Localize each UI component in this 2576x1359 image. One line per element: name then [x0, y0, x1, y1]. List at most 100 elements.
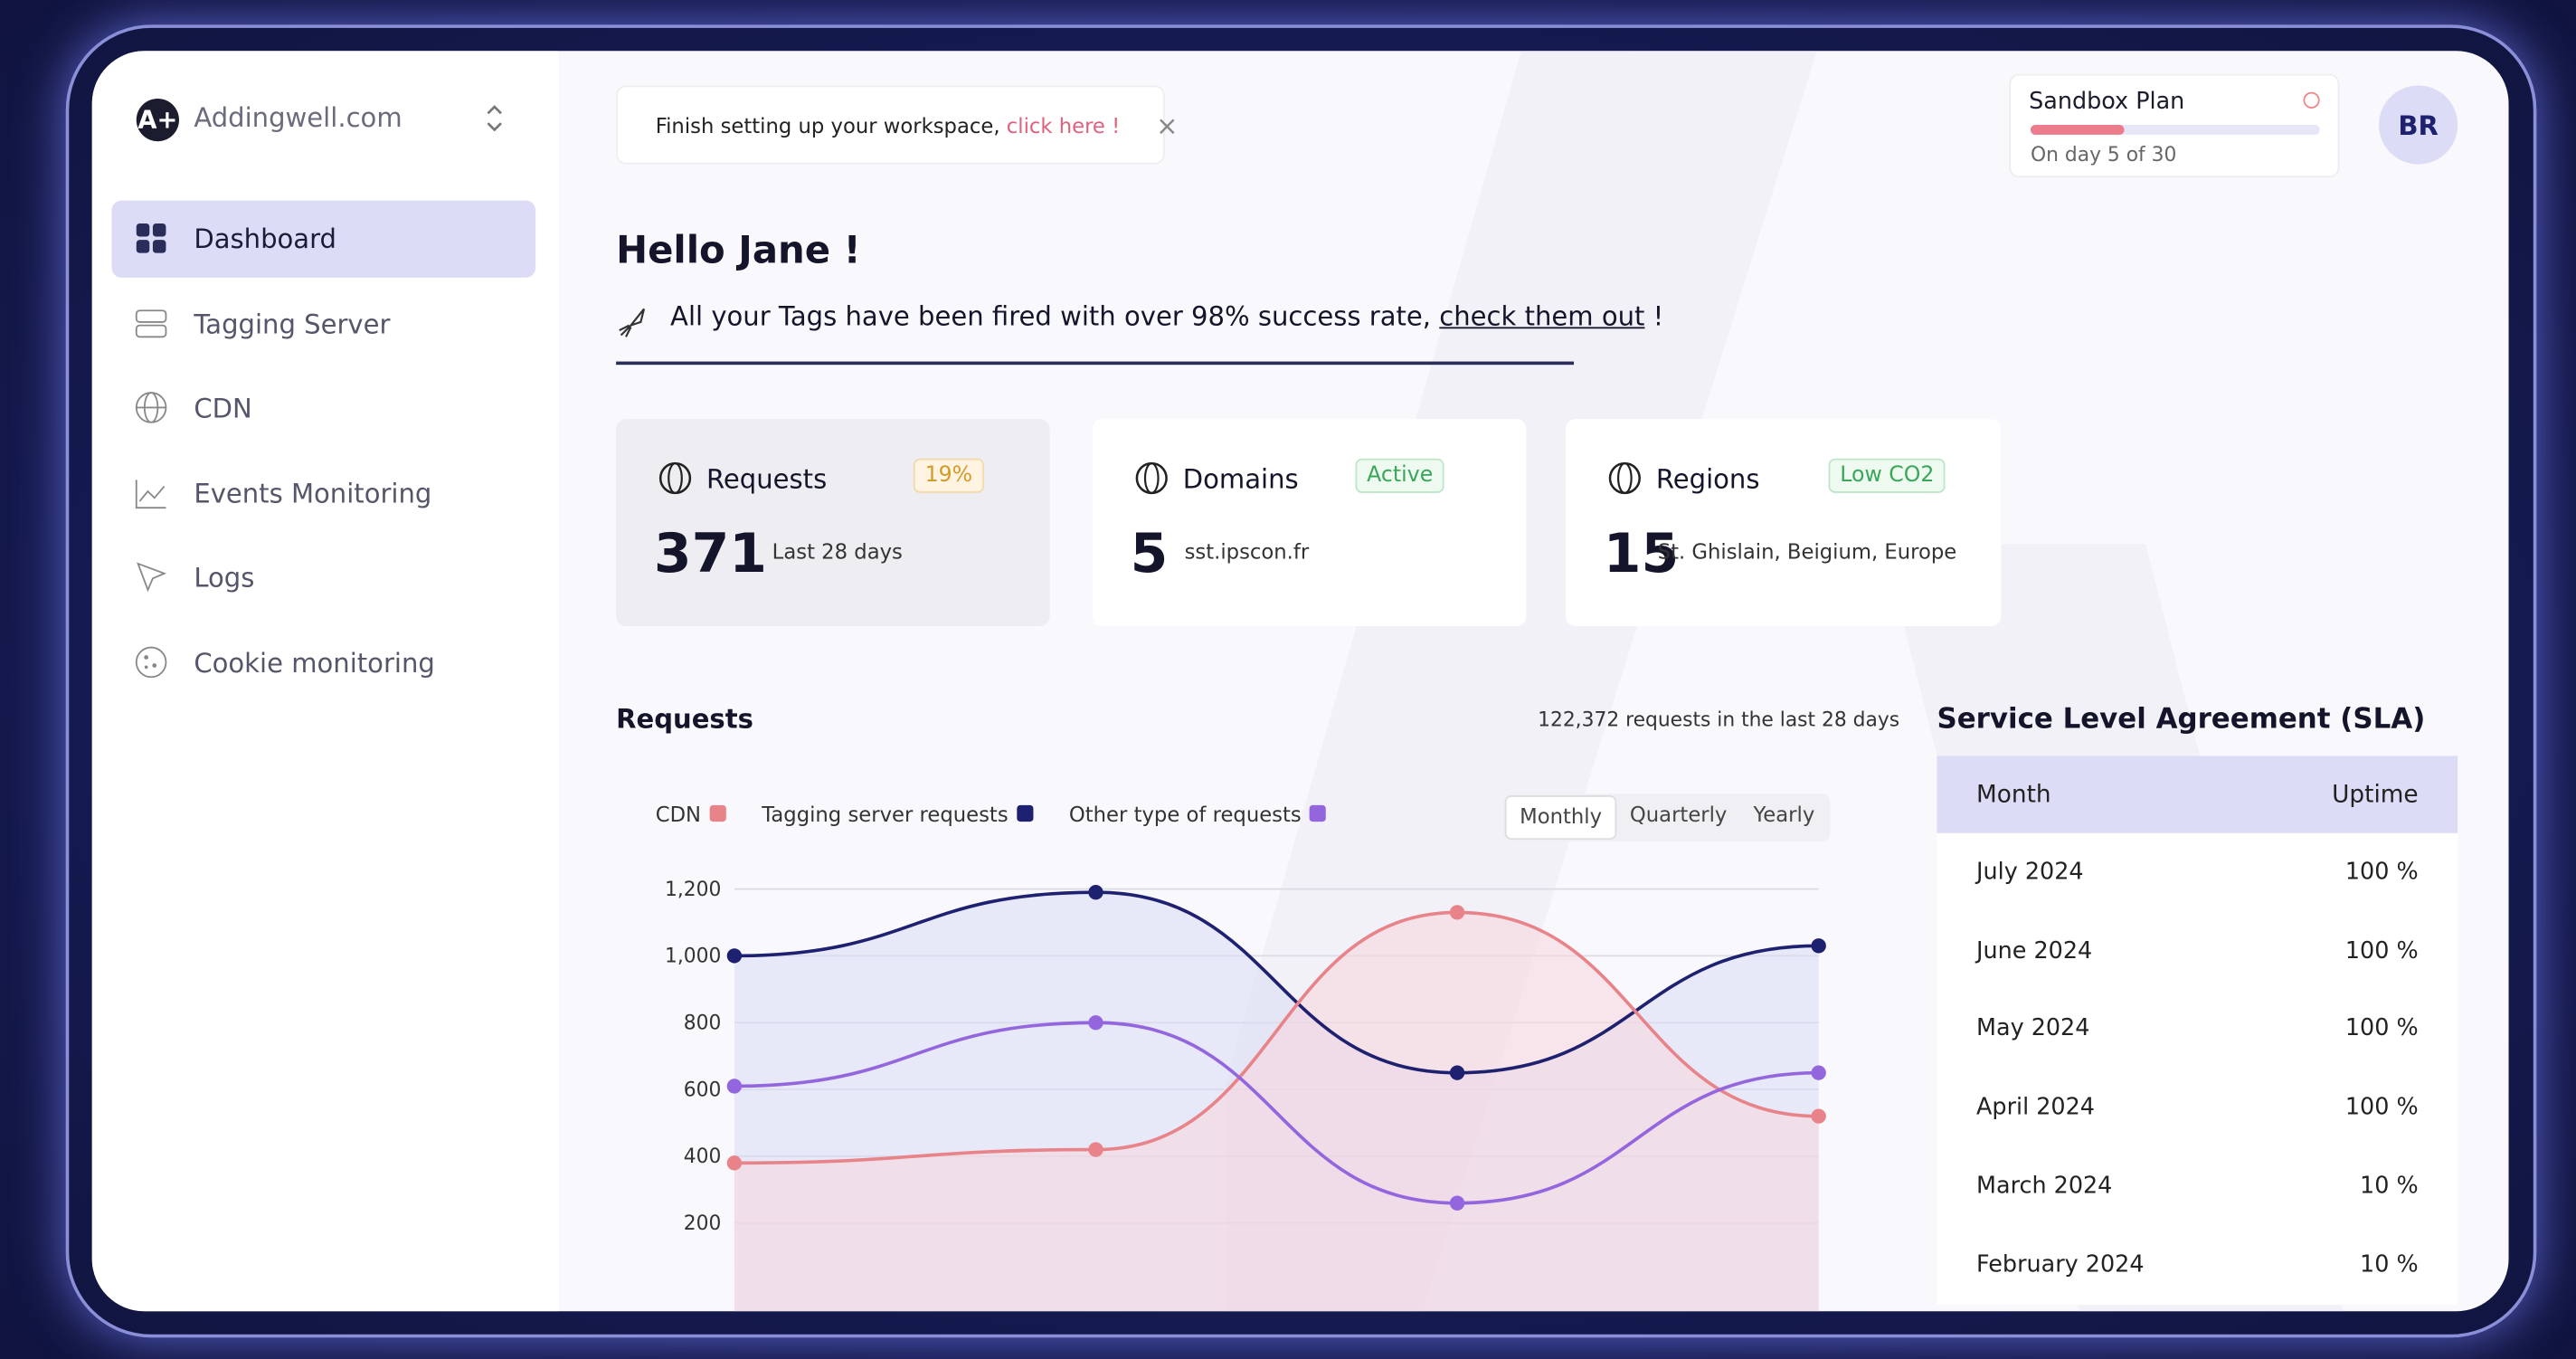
- svg-text:A+: A+: [137, 107, 177, 135]
- point: [726, 948, 743, 964]
- legend-label: Other type of requests: [1068, 802, 1302, 827]
- point: [1811, 1108, 1826, 1124]
- sla-cell: 100 %: [2344, 859, 2419, 886]
- sla-row: April 2024 100 %: [1937, 1069, 2458, 1147]
- point: [1449, 1065, 1465, 1080]
- plan-icon: [2303, 91, 2320, 109]
- period-tab[interactable]: Monthly: [1504, 795, 1617, 841]
- card-detail: St. Ghislain, Beigium, Europe: [1657, 538, 1957, 564]
- card-value: 5: [1130, 520, 1169, 585]
- legend-label: CDN: [655, 802, 702, 827]
- stat-card: Regions Low CO2 15 St. Ghislain, Beigium, E…: [1565, 419, 2002, 626]
- sla-header-cell: Month: [1976, 781, 2051, 808]
- card-badge: Active: [1355, 458, 1444, 493]
- plan-progress: [2030, 125, 2320, 135]
- sla-header-cell: Uptime: [2332, 781, 2419, 808]
- message-end: !: [1653, 300, 1664, 332]
- nav-icon: [135, 479, 166, 508]
- message-text: All your Tags have been fired with over …: [670, 300, 1432, 332]
- line: [734, 890, 1819, 1075]
- nav-label: Events Monitoring: [194, 477, 432, 509]
- point: [1811, 1065, 1826, 1080]
- banner-text: Finish setting up your workspace,: [655, 112, 1000, 138]
- period-tabs: Monthly Quarterly Yearly: [1502, 794, 1830, 841]
- sla-cell: May 2024: [1976, 1016, 2090, 1043]
- legend-swatch: [709, 804, 726, 822]
- nav-label: CDN: [194, 393, 252, 424]
- y-tick-label: 1,000: [665, 946, 721, 968]
- setup-banner: Finish setting up your workspace, click …: [616, 85, 1179, 165]
- stat-card: Domains Active 5 sst.ipscon.fr: [1092, 419, 1527, 626]
- point: [1449, 905, 1465, 920]
- chart-title: Requests: [616, 703, 753, 735]
- sla-cell: 100 %: [2344, 1016, 2419, 1043]
- nav-icon: [135, 645, 167, 678]
- message-link[interactable]: check them out: [1439, 300, 1645, 332]
- chart: 1,200 1,000 800 600 400 200: [665, 879, 1826, 1312]
- sla-row: March 2024 10 %: [1937, 1147, 2458, 1226]
- brand[interactable]: Addingwell.com: [194, 101, 402, 134]
- card-icon: [1135, 461, 1168, 495]
- y-tick-label: 800: [684, 1012, 722, 1035]
- sla-row: May 2024 100 %: [1937, 990, 2458, 1069]
- sidebar: A+ Addingwell.com Dashboard Tagging Serve…: [91, 51, 559, 1312]
- nav-item[interactable]: CDN: [112, 370, 536, 447]
- y-tick-label: 600: [684, 1079, 722, 1101]
- plan-card[interactable]: Sandbox Plan On day 5 of 30: [2009, 73, 2340, 178]
- sla-cell: June 2024: [1976, 937, 2093, 965]
- point: [1811, 938, 1826, 954]
- card-title: Regions: [1655, 463, 1760, 495]
- legend: CDN Tagging server requests Other type of …: [655, 802, 1327, 827]
- line: [734, 910, 1819, 1165]
- plan-title: Sandbox Plan: [2029, 89, 2185, 116]
- switch-icon[interactable]: [483, 99, 506, 138]
- y-tick-label: 400: [684, 1145, 722, 1168]
- sla-table: Month Uptime July 2024 100 % June 2024 100 % M…: [1937, 756, 2458, 1305]
- y-tick-label: 200: [684, 1212, 722, 1235]
- sla-row: June 2024 100 %: [1937, 912, 2458, 991]
- nav-icon: [135, 309, 167, 337]
- period-tab[interactable]: Yearly: [1753, 802, 1815, 827]
- card-detail: Last 28 days: [772, 538, 903, 564]
- close-button[interactable]: ×: [1156, 109, 1179, 141]
- nav-label: Dashboard: [194, 223, 337, 255]
- nav-icon: [135, 392, 167, 423]
- app: A+ Addingwell.com Dashboard Tagging Serve…: [91, 51, 2509, 1312]
- legend-swatch: [1309, 804, 1327, 822]
- nav-item[interactable]: Cookie monitoring: [112, 623, 536, 700]
- sla-cell: 100 %: [2344, 1095, 2419, 1122]
- plan-status: On day 5 of 30: [2030, 143, 2177, 166]
- nav-label: Logs: [194, 562, 255, 594]
- point: [1088, 1015, 1103, 1031]
- nav-icon: [137, 562, 167, 593]
- device-frame: [65, 24, 2537, 1338]
- chart-subtitle: 122,372 requests in the last 28 days: [1538, 708, 1900, 732]
- greeting-title: Hello Jane !: [616, 230, 861, 273]
- sla-cell: 100 %: [2344, 937, 2419, 965]
- legend-item: Tagging server requests: [762, 802, 1033, 827]
- sla-cell: July 2024: [1976, 859, 2084, 886]
- sla-cell: March 2024: [1976, 1173, 2113, 1200]
- banner-link[interactable]: click here !: [1006, 112, 1121, 138]
- nav-item[interactable]: Events Monitoring: [112, 454, 536, 531]
- nav-item[interactable]: Logs: [112, 539, 536, 616]
- card-icon: [1608, 461, 1641, 495]
- avatar[interactable]: BR: [2379, 85, 2458, 165]
- sla-cell: April 2024: [1976, 1095, 2095, 1122]
- sla-cell: 10 %: [2360, 1173, 2419, 1200]
- card-value: 371: [653, 520, 768, 585]
- nav-label: Cookie monitoring: [194, 646, 435, 679]
- sla-row: February 2024 10 %: [1937, 1226, 2458, 1305]
- point: [726, 1079, 743, 1094]
- card-icon: [658, 461, 692, 495]
- legend-item: Other type of requests: [1068, 802, 1327, 827]
- card-title: Domains: [1182, 463, 1299, 495]
- nav-icon: [136, 223, 166, 253]
- nav-item[interactable]: Dashboard: [111, 200, 536, 278]
- nav-item[interactable]: Tagging Server: [112, 285, 536, 362]
- period-tab[interactable]: Quarterly: [1629, 802, 1728, 827]
- card-badge: 19%: [913, 458, 984, 493]
- legend-label: Tagging server requests: [762, 802, 1009, 827]
